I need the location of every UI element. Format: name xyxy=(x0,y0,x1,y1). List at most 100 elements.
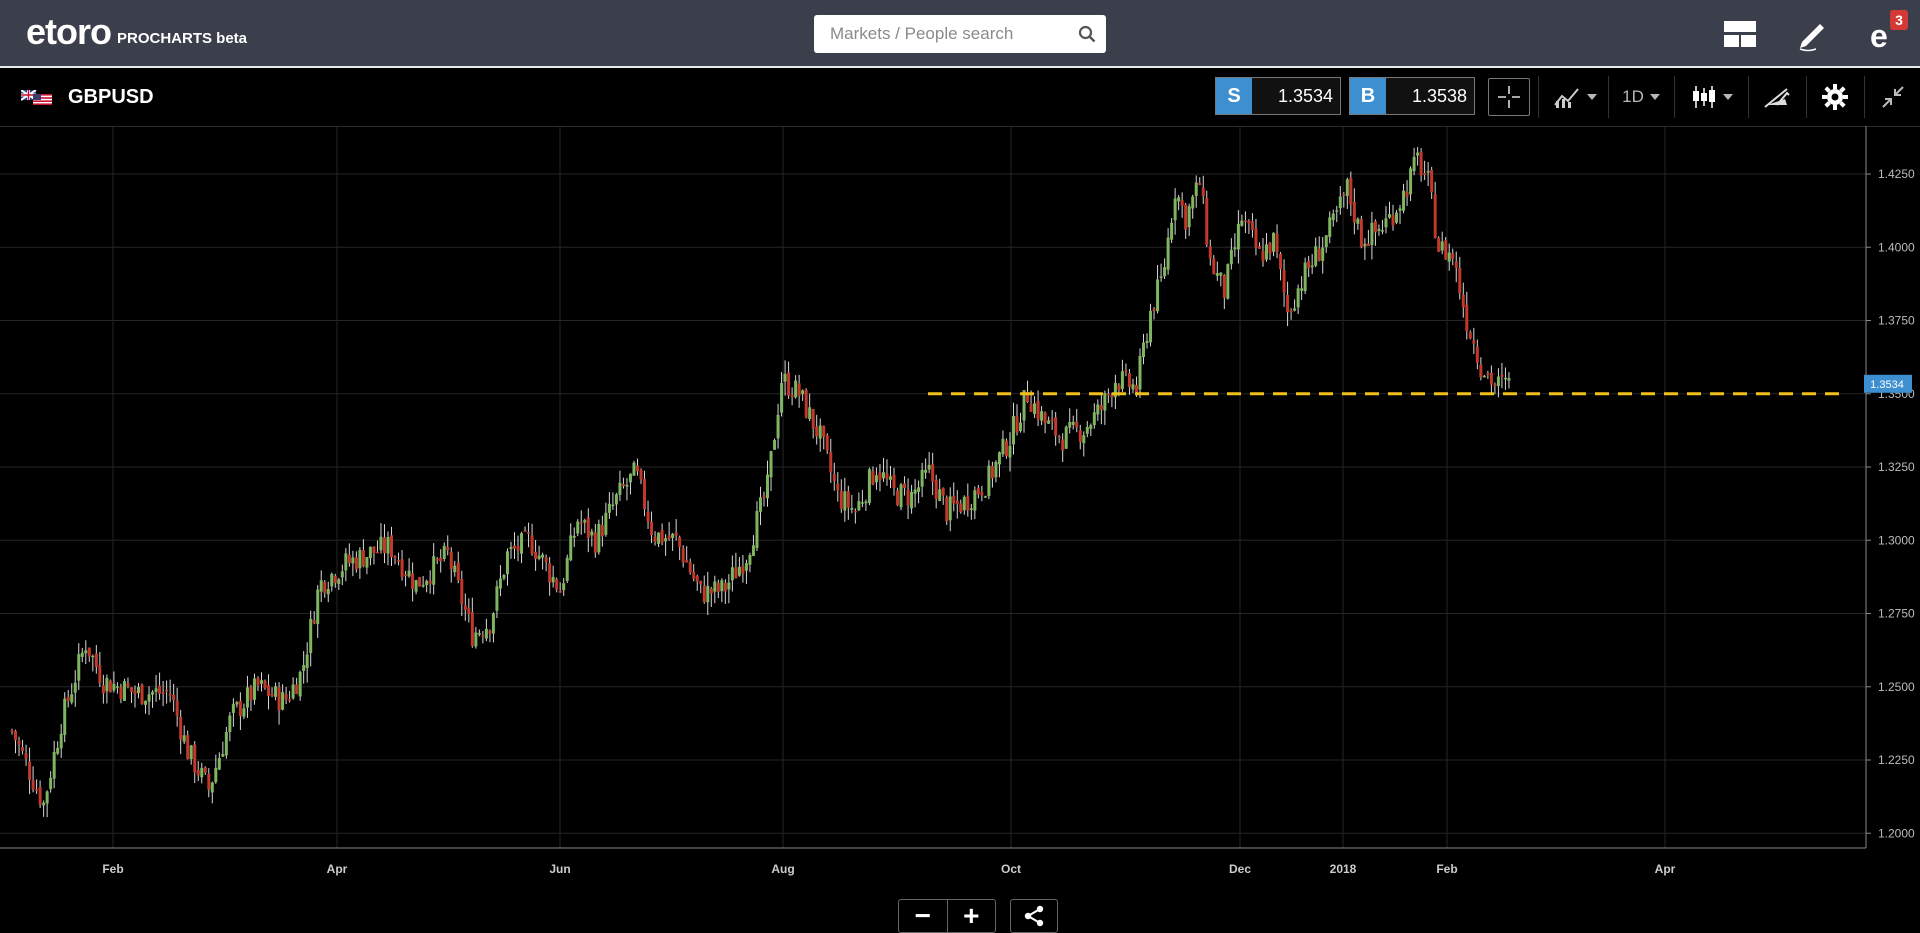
candle-body xyxy=(449,551,453,570)
candle-body xyxy=(217,758,221,770)
candle-body xyxy=(1275,233,1279,253)
candle-body xyxy=(1286,295,1290,313)
candle-body xyxy=(906,489,910,506)
zoom-in-button[interactable]: + xyxy=(946,900,996,932)
sell-button[interactable]: S 1.3534 xyxy=(1215,77,1341,115)
candle-body xyxy=(1019,422,1023,432)
candle-body xyxy=(502,575,506,579)
y-tick-label: 1.3750 xyxy=(1878,314,1915,328)
candle-body xyxy=(1029,403,1033,412)
candle-body xyxy=(650,521,654,536)
candle-body xyxy=(112,683,116,691)
candle-body xyxy=(463,605,467,610)
current-price-label: 1.3534 xyxy=(1870,379,1904,391)
candle-body xyxy=(1124,370,1128,372)
candle-body xyxy=(98,665,102,684)
candle-body xyxy=(498,578,502,589)
candle-body xyxy=(333,575,337,583)
candle-body xyxy=(453,565,457,573)
candle-body xyxy=(1307,260,1311,269)
candle-body xyxy=(133,690,137,694)
candle-body xyxy=(1402,190,1406,211)
notification-count-badge: 3 xyxy=(1890,10,1908,30)
candle-body xyxy=(154,688,158,692)
chart-type-dropdown[interactable] xyxy=(1684,78,1740,116)
candle-body xyxy=(196,769,200,776)
candle-body xyxy=(158,685,162,694)
candle-body xyxy=(28,761,32,780)
drawing-tools-button[interactable] xyxy=(1756,78,1798,116)
candle-body xyxy=(414,580,418,592)
candle-body xyxy=(857,501,861,511)
candle-body xyxy=(839,490,843,509)
candle-body xyxy=(692,571,696,579)
candle-body xyxy=(720,580,724,592)
indicators-dropdown[interactable] xyxy=(1548,78,1602,116)
x-tick-label: Jun xyxy=(549,862,570,876)
candle-body xyxy=(1089,425,1093,429)
candle-body xyxy=(966,496,970,511)
crosshair-button[interactable] xyxy=(1488,78,1530,116)
candle-body xyxy=(407,570,411,577)
candle-body xyxy=(1004,440,1008,457)
candle-body xyxy=(400,559,404,577)
collapse-button[interactable] xyxy=(1872,78,1914,116)
buy-button[interactable]: B 1.3538 xyxy=(1349,77,1475,115)
candle-body xyxy=(1472,340,1476,344)
candle-body xyxy=(1208,246,1212,259)
search-box[interactable] xyxy=(814,15,1106,53)
candle-body xyxy=(709,588,713,594)
y-tick-label: 1.3250 xyxy=(1878,460,1915,474)
candle-body xyxy=(797,383,801,396)
timeframe-dropdown[interactable]: 1D xyxy=(1616,78,1666,116)
candle-body xyxy=(1324,235,1328,248)
layout-icon[interactable] xyxy=(1722,16,1758,52)
chart-area[interactable]: 1.4250 1.4000 1.3750 1.3500 1.3250 1.3000 1.27… xyxy=(0,126,1920,933)
candle-body xyxy=(1243,220,1247,222)
settings-button[interactable] xyxy=(1814,78,1856,116)
candle-body xyxy=(976,487,980,495)
price-chart[interactable]: 1.42501.40001.37501.35001.32501.30001.27… xyxy=(0,126,1920,881)
candle-body xyxy=(1482,375,1486,378)
candle-body xyxy=(762,495,766,498)
candle-body xyxy=(172,694,176,701)
candle-body xyxy=(1465,304,1469,332)
candle-body xyxy=(716,582,720,592)
candle-body xyxy=(263,680,267,688)
edit-icon[interactable] xyxy=(1794,16,1830,52)
candle-body xyxy=(1247,220,1251,224)
candle-body xyxy=(77,654,81,681)
share-icon xyxy=(1024,905,1044,927)
candle-body xyxy=(1113,382,1117,398)
candle-body xyxy=(298,671,302,697)
search-input[interactable] xyxy=(828,23,1072,45)
candle-body xyxy=(228,715,232,733)
candle-body xyxy=(1222,274,1226,298)
zoom-out-button[interactable]: − xyxy=(914,900,931,931)
candle-body xyxy=(1166,237,1170,270)
share-button[interactable] xyxy=(1010,899,1058,933)
candle-body xyxy=(1356,218,1360,224)
candle-body xyxy=(635,465,639,472)
candle-body xyxy=(1159,276,1163,278)
candle-body xyxy=(1184,204,1188,230)
toolbar-divider xyxy=(1538,76,1539,118)
notifications-icon[interactable]: e 3 xyxy=(1866,10,1908,52)
candle-body xyxy=(509,547,513,550)
etoro-logo[interactable]: etoro PROCHARTS beta xyxy=(26,12,247,52)
candle-body xyxy=(80,652,84,657)
candle-body xyxy=(1015,416,1019,433)
candle-body xyxy=(1064,426,1068,449)
candle-body xyxy=(84,650,88,654)
candle-body xyxy=(1437,238,1441,252)
candle-body xyxy=(144,700,148,705)
search-icon[interactable] xyxy=(1078,25,1096,48)
candle-body xyxy=(952,495,956,504)
candle-body xyxy=(860,502,864,504)
candle-body xyxy=(432,556,436,585)
candle-body xyxy=(1296,288,1300,308)
candle-body xyxy=(316,589,320,625)
candle-body xyxy=(544,557,548,563)
x-tick-label: Oct xyxy=(1001,862,1021,876)
candle-body xyxy=(115,686,119,688)
